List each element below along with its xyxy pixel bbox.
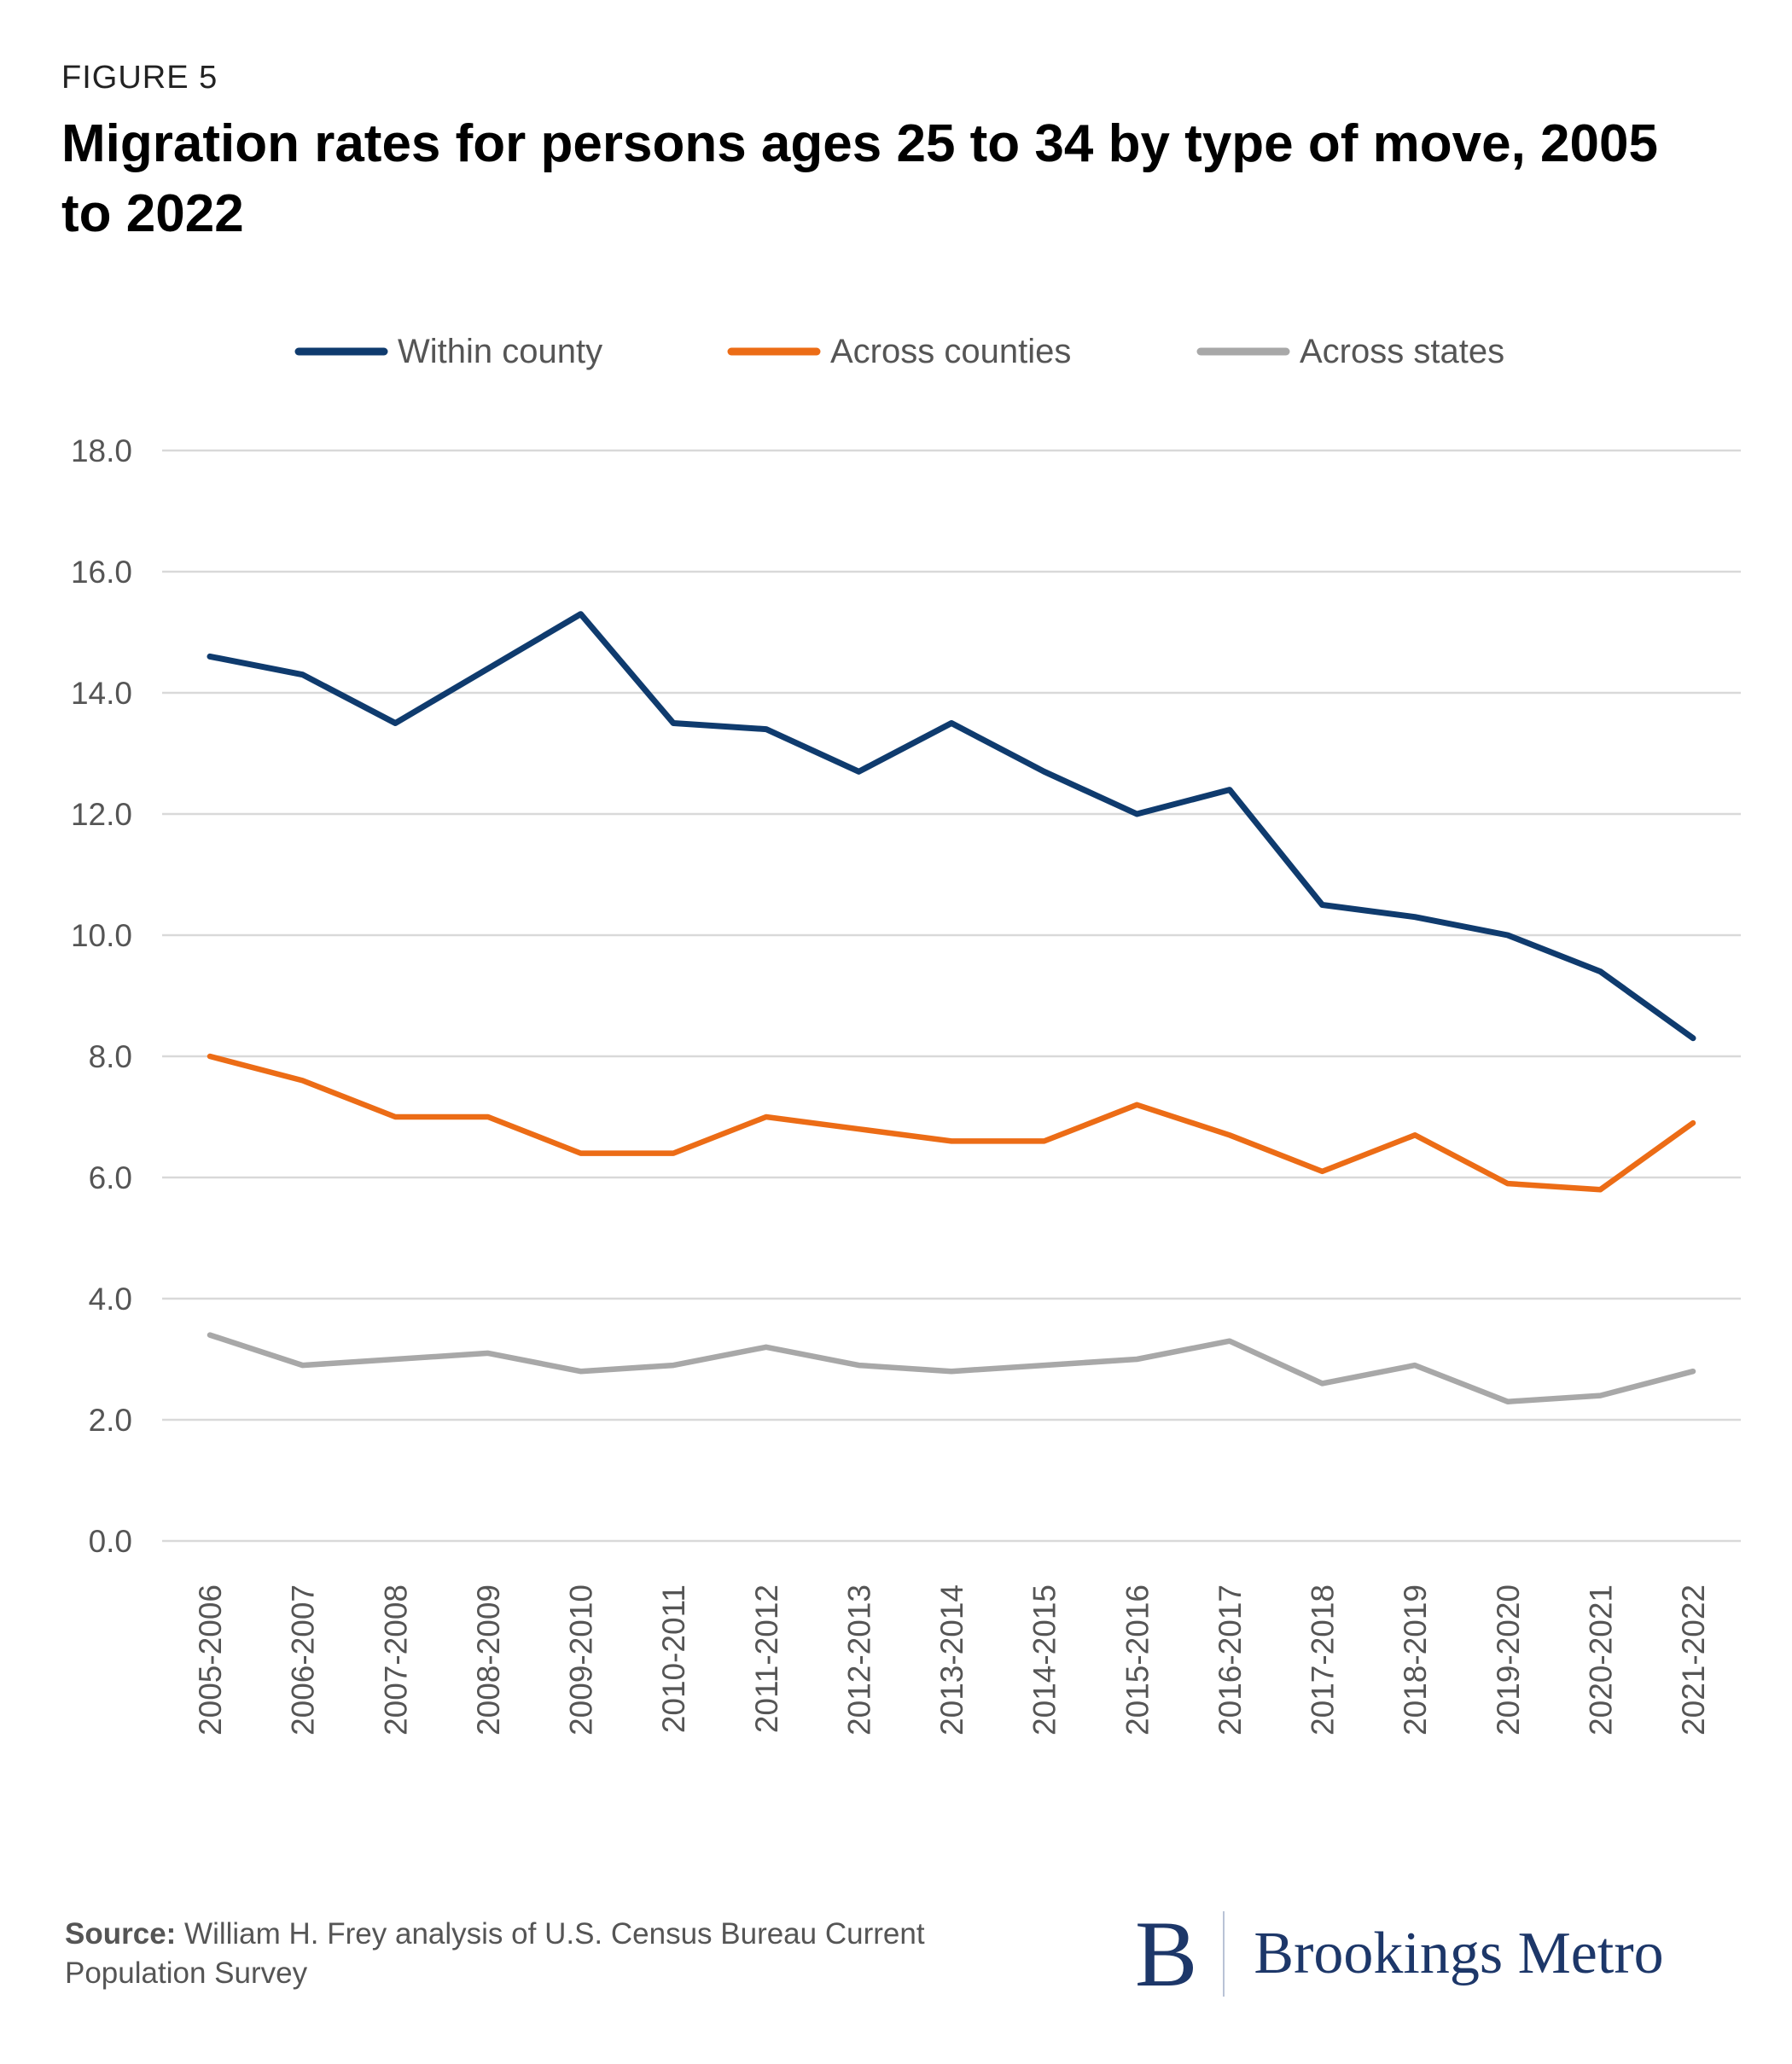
- x-tick-label: 2010-2011: [656, 1584, 691, 1733]
- x-tick-label: 2015-2016: [1120, 1584, 1155, 1736]
- series-line-across-counties: [207, 1053, 1696, 1193]
- logo-divider: [1223, 1911, 1225, 1997]
- chart-title: Migration rates for persons ages 25 to 3…: [61, 114, 1658, 243]
- x-tick-label: 2005-2006: [193, 1584, 228, 1736]
- x-tick-label: 2006-2007: [286, 1584, 321, 1736]
- y-tick-label: 6.0: [89, 1160, 132, 1195]
- y-tick-label: 16.0: [71, 555, 132, 590]
- x-tick-label: 2007-2008: [378, 1584, 413, 1736]
- gridlines: [162, 449, 1741, 1543]
- legend-label: Within county: [398, 333, 602, 370]
- x-tick-label: 2017-2018: [1306, 1584, 1341, 1736]
- legend-label: Across states: [1300, 333, 1504, 370]
- y-tick-label: 0.0: [89, 1524, 132, 1559]
- line-chart: Within county Across counties Across state…: [71, 333, 1741, 1736]
- x-tick-label: 2014-2015: [1027, 1584, 1062, 1736]
- source-note: Source: William H. Frey analysis of U.S.…: [65, 1915, 1004, 1993]
- logo-name: Brookings Metro: [1254, 1921, 1664, 1986]
- y-axis-tick-labels: 0.0 2.0 4.0 6.0 8.0 10.0 12.0 14.0 16.0 18.0: [71, 433, 132, 1559]
- y-tick-label: 8.0: [89, 1039, 132, 1074]
- figure-label: FIGURE 5: [61, 60, 218, 96]
- x-tick-label: 2012-2013: [841, 1584, 876, 1736]
- x-axis-tick-labels: 2005-2006 2006-2007 2007-2008 2008-2009 2009…: [193, 1584, 1711, 1736]
- y-tick-label: 10.0: [71, 918, 132, 953]
- x-tick-label: 2013-2014: [934, 1584, 969, 1736]
- source-text: William H. Frey analysis of U.S. Census …: [65, 1917, 925, 1990]
- x-tick-label: 2020-2021: [1583, 1584, 1618, 1736]
- legend: Within county Across counties Across state…: [294, 333, 1504, 370]
- series-line-within-county: [207, 611, 1696, 1042]
- series-line-across-states: [207, 1332, 1696, 1404]
- x-tick-label: 2008-2009: [471, 1584, 506, 1736]
- legend-label: Across counties: [830, 333, 1071, 370]
- x-tick-label: 2018-2019: [1398, 1584, 1433, 1736]
- y-tick-label: 18.0: [71, 433, 132, 468]
- x-tick-label: 2021-2022: [1676, 1584, 1711, 1736]
- x-tick-label: 2019-2020: [1491, 1584, 1526, 1736]
- y-tick-label: 4.0: [89, 1282, 132, 1317]
- x-tick-label: 2016-2017: [1213, 1584, 1248, 1736]
- x-tick-label: 2011-2012: [749, 1584, 784, 1733]
- y-tick-label: 14.0: [71, 676, 132, 711]
- source-label: Source:: [65, 1917, 177, 1951]
- series-lines: [207, 611, 1696, 1404]
- y-tick-label: 2.0: [89, 1403, 132, 1438]
- y-tick-label: 12.0: [71, 797, 132, 832]
- brookings-metro-logo: B Brookings Metro: [1135, 1903, 1664, 2005]
- x-tick-label: 2009-2010: [564, 1584, 599, 1736]
- logo-mark: B: [1135, 1902, 1198, 2006]
